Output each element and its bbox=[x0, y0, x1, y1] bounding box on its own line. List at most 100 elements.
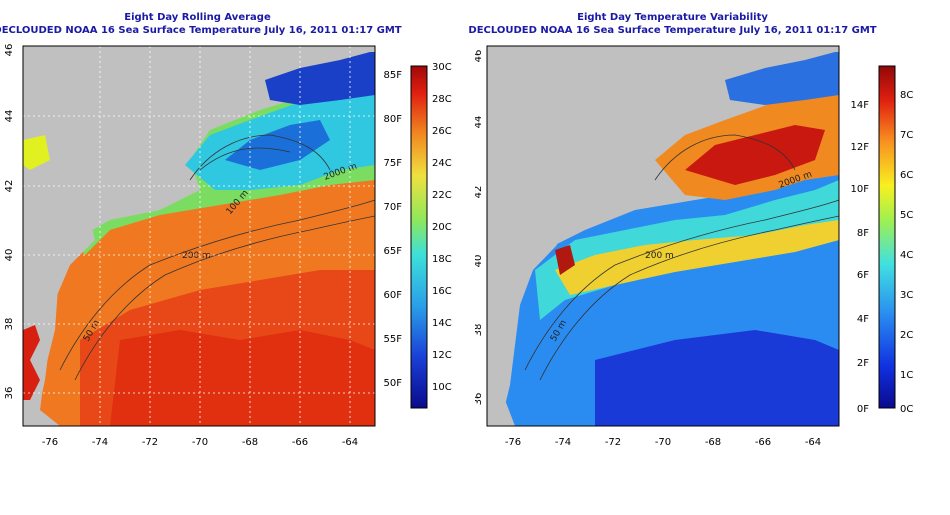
celsius-tick: 30C bbox=[432, 62, 452, 73]
fahrenheit-tick: 6F bbox=[857, 270, 869, 281]
celsius-tick: 20C bbox=[432, 222, 452, 233]
bathymetry-contours bbox=[59, 134, 376, 381]
lat-tick: 46 bbox=[475, 50, 484, 63]
left-subtitle: DECLOUDED NOAA 16 Sea Surface Temperatur… bbox=[0, 25, 402, 36]
left-title: Eight Day Rolling Average bbox=[124, 12, 271, 23]
fahrenheit-tick: 70F bbox=[384, 202, 403, 213]
lat-tick: 36 bbox=[4, 387, 15, 400]
lon-tick: -66 bbox=[755, 437, 771, 448]
colorbar-fahrenheit: 14F 12F 10F 8F 6F 4F 2F 0F bbox=[851, 100, 870, 415]
colorbar-gradient bbox=[878, 65, 896, 409]
fahrenheit-tick: 4F bbox=[857, 314, 869, 325]
celsius-tick: 4C bbox=[900, 250, 913, 261]
bathymetry-contours bbox=[524, 134, 840, 381]
lat-axis: 46 44 42 40 38 36 bbox=[4, 44, 15, 400]
celsius-tick: 22C bbox=[432, 190, 452, 201]
lat-tick: 40 bbox=[475, 255, 484, 268]
sst-average-panel: Eight Day Rolling Average DECLOUDED NOAA… bbox=[0, 0, 475, 475]
fahrenheit-tick: 60F bbox=[384, 290, 403, 301]
lon-tick: -68 bbox=[705, 437, 721, 448]
map-frame bbox=[22, 45, 376, 427]
lon-tick: -72 bbox=[605, 437, 621, 448]
right-subtitle: DECLOUDED NOAA 16 Sea Surface Temperatur… bbox=[468, 25, 877, 36]
right-map-svg: 50 m 200 m 2000 m 46 44 42 40 38 36 -76 … bbox=[475, 45, 913, 448]
fahrenheit-tick: 2F bbox=[857, 358, 869, 369]
celsius-tick: 26C bbox=[432, 126, 452, 137]
coastline bbox=[487, 230, 557, 426]
celsius-tick: 6C bbox=[900, 170, 913, 181]
peak-variability bbox=[685, 125, 825, 185]
lon-tick: -64 bbox=[342, 437, 358, 448]
colorbar-celsius: 30C 28C 26C 24C 22C 20C 18C 16C 14C 12C … bbox=[432, 62, 452, 393]
left-map-svg: 50 m 100 m 200 m 2000 m 46 4 bbox=[4, 44, 452, 448]
fahrenheit-tick: 55F bbox=[384, 334, 403, 345]
celsius-tick: 2C bbox=[900, 330, 913, 341]
cold-pool bbox=[225, 120, 330, 170]
contour-label-200m: 200 m bbox=[645, 251, 674, 261]
lake-patch bbox=[23, 135, 50, 170]
fahrenheit-tick: 80F bbox=[384, 114, 403, 125]
fahrenheit-tick: 10F bbox=[851, 184, 870, 195]
celsius-tick: 24C bbox=[432, 158, 452, 169]
colorbar-gradient bbox=[410, 65, 428, 409]
lon-tick: -72 bbox=[142, 437, 158, 448]
low-variability-area bbox=[595, 330, 839, 426]
lon-tick: -70 bbox=[655, 437, 671, 448]
celsius-tick: 10C bbox=[432, 382, 452, 393]
colorbar-celsius: 8C 7C 6C 5C 4C 3C 2C 1C 0C bbox=[900, 90, 913, 415]
fahrenheit-tick: 14F bbox=[851, 100, 870, 111]
celsius-tick: 18C bbox=[432, 254, 452, 265]
fahrenheit-tick: 75F bbox=[384, 158, 403, 169]
bay-of-fundy bbox=[265, 52, 375, 105]
right-map: 50 m 200 m 2000 m bbox=[486, 45, 840, 427]
fahrenheit-tick: 12F bbox=[851, 142, 870, 153]
left-map: 50 m 100 m 200 m 2000 m bbox=[22, 45, 376, 427]
lat-tick: 38 bbox=[475, 324, 484, 337]
lat-tick: 44 bbox=[4, 110, 15, 123]
hotspot bbox=[555, 245, 575, 275]
celsius-tick: 1C bbox=[900, 370, 913, 381]
celsius-tick: 14C bbox=[432, 318, 452, 329]
lon-tick: -66 bbox=[292, 437, 308, 448]
celsius-tick: 7C bbox=[900, 130, 913, 141]
celsius-tick: 5C bbox=[900, 210, 913, 221]
fahrenheit-tick: 85F bbox=[384, 70, 403, 81]
map-frame bbox=[486, 45, 840, 427]
lat-tick: 38 bbox=[4, 318, 15, 331]
moderate-variability bbox=[555, 220, 839, 295]
lat-tick: 42 bbox=[4, 180, 15, 193]
colorbar-fahrenheit: 85F 80F 75F 70F 65F 60F 55F 50F bbox=[384, 70, 403, 389]
lat-tick: 36 bbox=[475, 393, 484, 406]
lon-tick: -64 bbox=[805, 437, 821, 448]
celsius-tick: 12C bbox=[432, 350, 452, 361]
celsius-tick: 0C bbox=[900, 404, 913, 415]
lat-tick: 46 bbox=[4, 44, 15, 57]
lon-tick: -74 bbox=[555, 437, 571, 448]
bay-variability bbox=[725, 52, 839, 105]
chesapeake bbox=[23, 325, 40, 400]
graticule bbox=[23, 46, 375, 426]
lon-tick: -76 bbox=[505, 437, 521, 448]
fahrenheit-tick: 65F bbox=[384, 246, 403, 257]
coastline bbox=[23, 220, 95, 426]
celsius-tick: 8C bbox=[900, 90, 913, 101]
sst-colorbar: 85F 80F 75F 70F 65F 60F 55F 50F 30C 28C … bbox=[384, 62, 452, 409]
lon-axis: -76 -74 -72 -70 -68 -66 -64 bbox=[42, 437, 358, 448]
lat-tick: 40 bbox=[4, 249, 15, 262]
celsius-tick: 28C bbox=[432, 94, 452, 105]
variability-colorbar: 14F 12F 10F 8F 6F 4F 2F 0F 8C 7C 6C 5C 4… bbox=[851, 65, 913, 415]
lon-tick: -70 bbox=[192, 437, 208, 448]
gulf-stream-core bbox=[110, 330, 375, 426]
contour-label-200m: 200 m bbox=[182, 251, 211, 261]
celsius-tick: 16C bbox=[432, 286, 452, 297]
celsius-tick: 3C bbox=[900, 290, 913, 301]
lat-axis: 46 44 42 40 38 36 bbox=[475, 50, 484, 406]
sst-variability-panel: Eight Day Temperature Variability DECLOU… bbox=[468, 0, 950, 475]
fahrenheit-tick: 0F bbox=[857, 404, 869, 415]
lon-tick: -68 bbox=[242, 437, 258, 448]
lon-tick: -76 bbox=[42, 437, 58, 448]
lon-tick: -74 bbox=[92, 437, 108, 448]
fahrenheit-tick: 8F bbox=[857, 228, 869, 239]
fahrenheit-tick: 50F bbox=[384, 378, 403, 389]
lon-axis: -76 -74 -72 -70 -68 -66 -64 bbox=[505, 437, 821, 448]
